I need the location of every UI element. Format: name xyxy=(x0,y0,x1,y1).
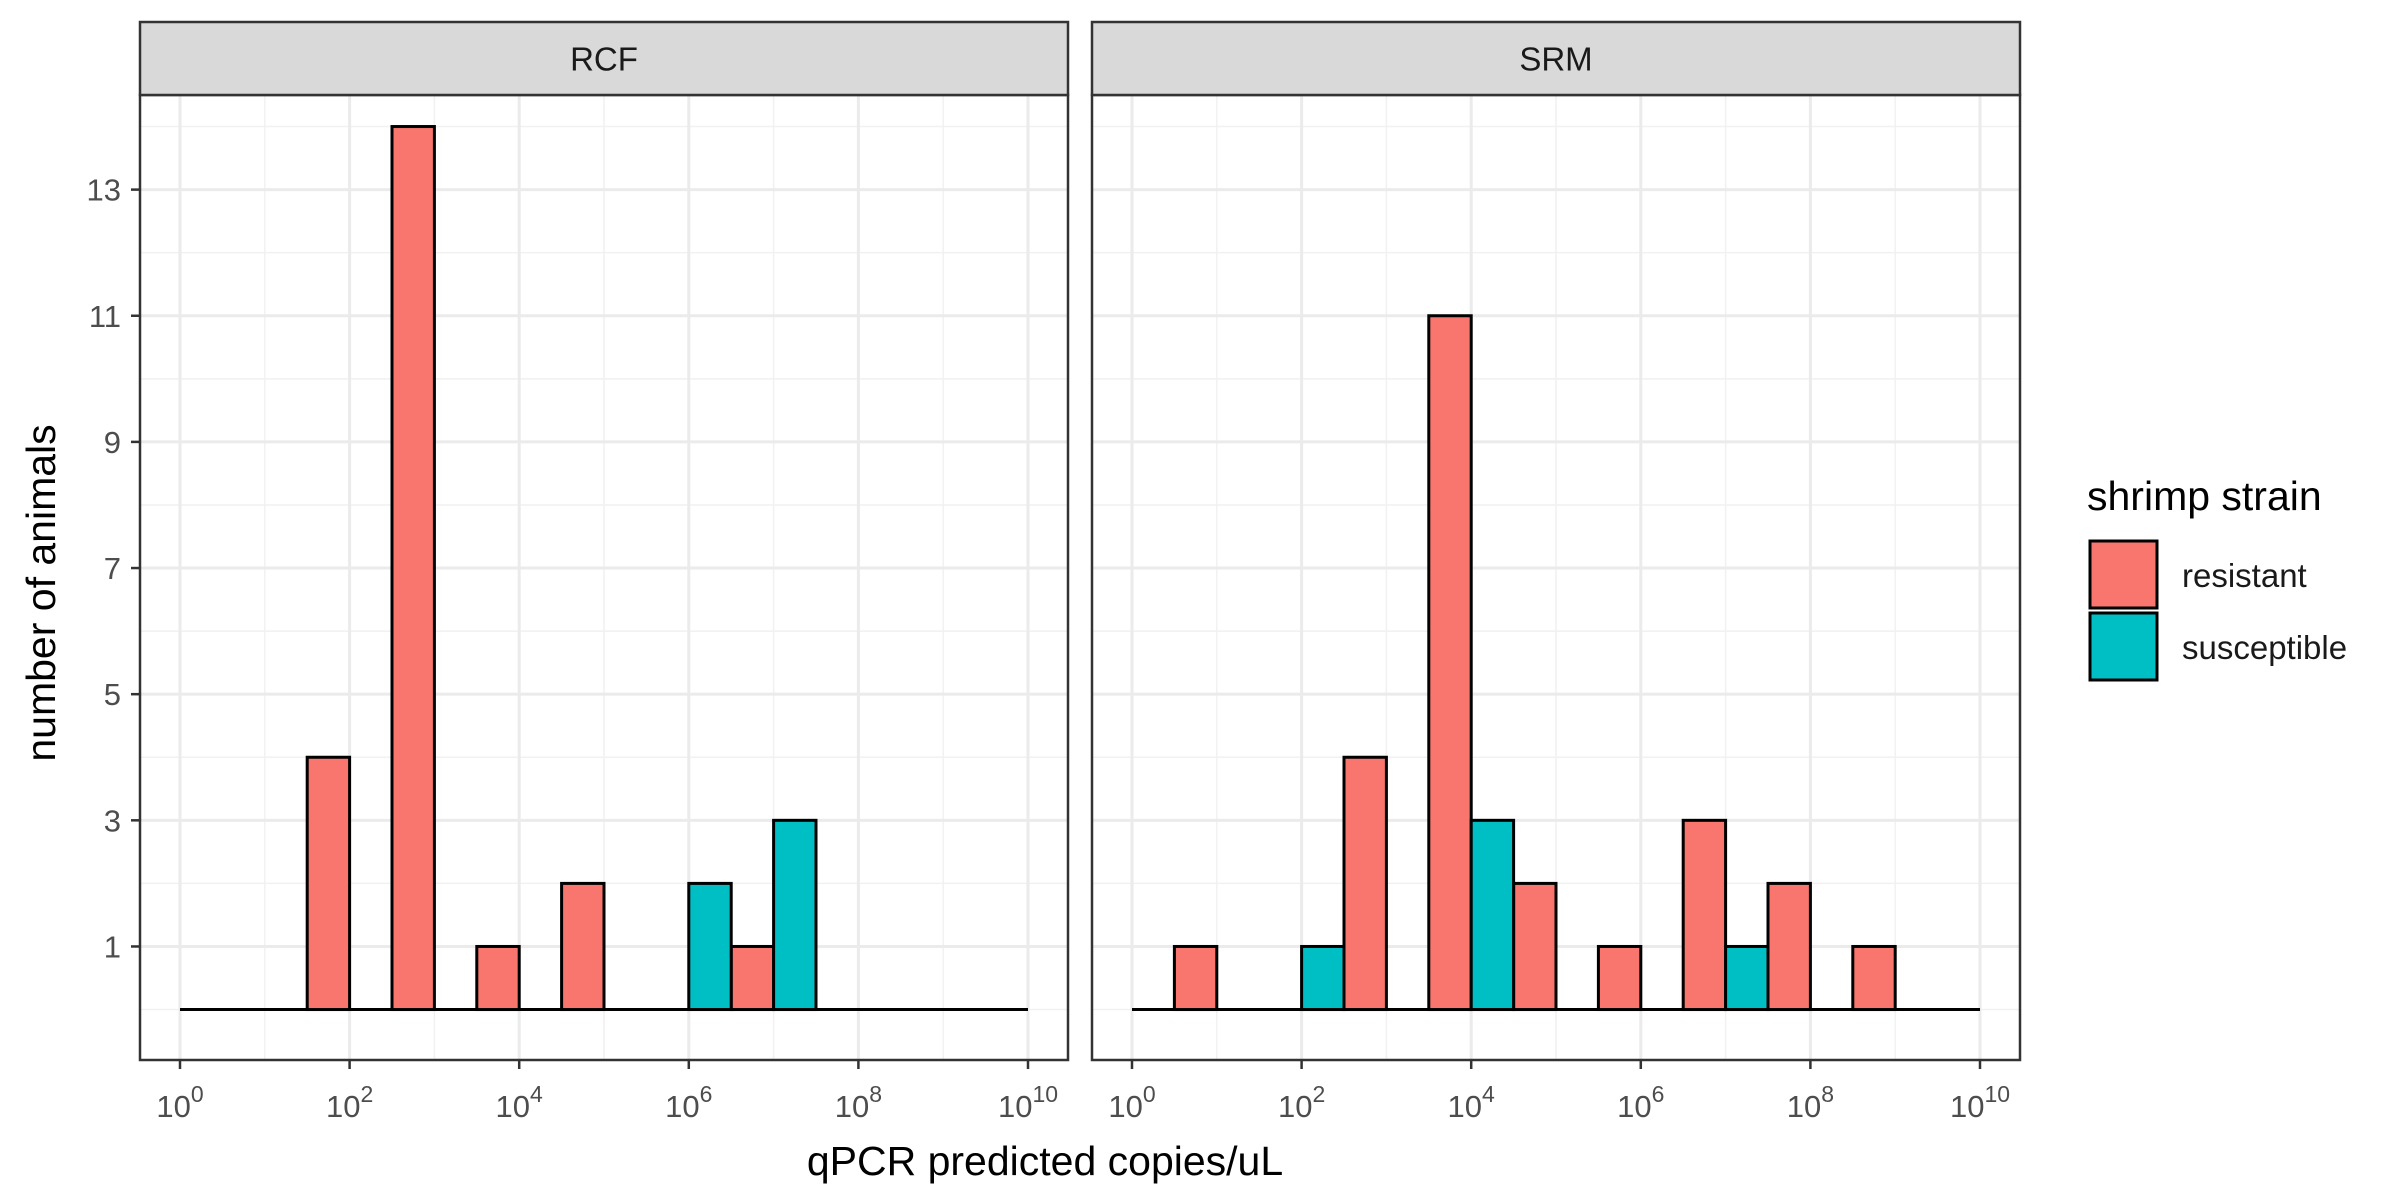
facet-strip-label: SRM xyxy=(1519,41,1592,78)
facet-strip xyxy=(1090,20,2022,97)
bar-susceptible xyxy=(1300,944,1346,1012)
y-tick-label: 5 xyxy=(104,677,121,712)
facet-strip xyxy=(138,20,1070,97)
bar-resistant xyxy=(305,755,352,1012)
x-tick-label: 1010 xyxy=(998,1081,1058,1124)
facet-panel-rcf: RCF 100 102 104 106 108 1010 xyxy=(138,20,1070,1124)
x-tick-label: 100 xyxy=(156,1081,203,1124)
bar-resistant xyxy=(1342,755,1388,1012)
facet-strip-label: RCF xyxy=(570,41,638,78)
bar-resistant xyxy=(1851,944,1897,1012)
bar-susceptible xyxy=(1724,944,1770,1012)
bar-resistant xyxy=(1681,818,1728,1012)
bar-resistant xyxy=(1596,944,1643,1012)
x-tick-label: 108 xyxy=(835,1081,882,1124)
x-tick-label: 104 xyxy=(496,1081,543,1124)
legend-key-susceptible xyxy=(2088,611,2159,682)
x-tick-label: 104 xyxy=(1448,1081,1495,1124)
x-tick-label: 102 xyxy=(1278,1081,1325,1124)
legend-label-resistant: resistant xyxy=(2182,557,2307,594)
bar-resistant xyxy=(1427,314,1473,1012)
y-tick-label: 9 xyxy=(104,425,121,460)
y-tick-label: 13 xyxy=(87,173,121,208)
bar-resistant xyxy=(729,944,776,1012)
x-tick-label: 1010 xyxy=(1950,1081,2010,1124)
bar-susceptible xyxy=(772,818,818,1012)
legend: shrimp strain resistant susceptible xyxy=(2087,473,2347,682)
bar-resistant xyxy=(390,125,436,1012)
facet-panels: RCF 100 102 104 106 108 1010 SRM 100 102 104 106 108… xyxy=(138,20,2022,1124)
bar-resistant xyxy=(1172,944,1219,1012)
bar-susceptible xyxy=(687,881,733,1012)
y-tick-label: 1 xyxy=(104,929,121,964)
legend-title: shrimp strain xyxy=(2087,473,2322,519)
bar-susceptible xyxy=(1469,818,1516,1012)
x-tick-label: 100 xyxy=(1108,1081,1155,1124)
legend-key-resistant xyxy=(2088,539,2159,610)
x-tick-label: 106 xyxy=(665,1081,712,1124)
x-tick-label: 102 xyxy=(326,1081,373,1124)
bar-resistant xyxy=(1766,881,1812,1012)
x-tick-label: 106 xyxy=(1617,1081,1664,1124)
bar-resistant xyxy=(560,881,606,1012)
bar-resistant xyxy=(1512,881,1558,1012)
y-tick-label: 11 xyxy=(89,299,121,334)
y-tick-label: 7 xyxy=(104,551,121,586)
legend-label-susceptible: susceptible xyxy=(2182,629,2347,666)
x-axis-title: qPCR predicted copies/uL xyxy=(807,1138,1283,1184)
x-tick-label: 108 xyxy=(1787,1081,1834,1124)
facet-panel-srm: SRM 100 102 104 106 108 1010 xyxy=(1090,20,2022,1124)
y-tick-label: 3 xyxy=(104,803,121,838)
bar-resistant xyxy=(475,944,521,1012)
y-axis-title: number of animals xyxy=(18,424,64,761)
